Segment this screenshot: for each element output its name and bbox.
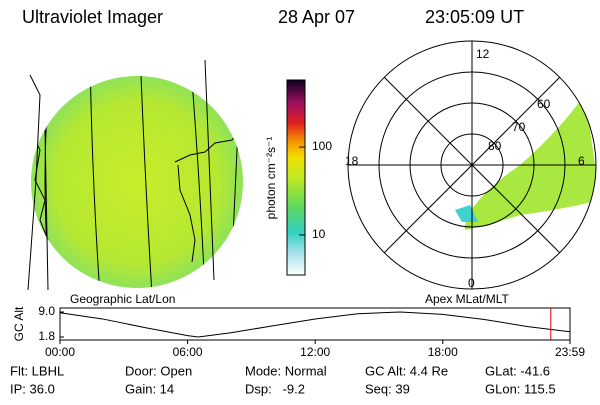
mlt-label: 6 — [578, 154, 585, 168]
y-tick-label: 1.8 — [38, 329, 55, 343]
x-tick-label: 18:00 — [428, 345, 458, 359]
lat-label: 60 — [537, 97, 551, 111]
colorbar-tick-label: 10 — [312, 227, 326, 241]
altitude-ylabel: GC Alt — [12, 306, 26, 341]
title: Ultraviolet Imager — [22, 7, 163, 27]
altitude-line — [59, 311, 571, 338]
status-field: GLat: -41.6 — [485, 363, 550, 378]
x-tick-label: 06:00 — [173, 345, 203, 359]
status-field: Seq: 39 — [365, 381, 410, 396]
status-field: Dsp: -9.2 — [245, 381, 305, 396]
x-tick-label: 00:00 — [45, 345, 75, 359]
date: 28 Apr 07 — [278, 7, 355, 27]
status-field: Flt: LBHL — [10, 363, 64, 378]
earth-image — [27, 59, 243, 291]
map-label: Geographic Lat/Lon — [70, 292, 175, 306]
lat-label: 80 — [488, 139, 502, 153]
colorbar — [286, 79, 306, 276]
status-field: GC Alt: 4.4 Re — [365, 363, 448, 378]
status-field: Mode: Normal — [245, 363, 327, 378]
time: 23:05:09 UT — [425, 7, 524, 27]
status-field: Gain: 14 — [125, 381, 174, 396]
polar-label: Apex MLat/MLT — [425, 292, 509, 306]
status-field: GLon: 115.5 — [485, 381, 556, 396]
mlt-label: 0 — [468, 276, 475, 290]
status-field: Door: Open — [125, 363, 192, 378]
colorbar-tick-label: 100 — [312, 139, 332, 153]
altitude-frame — [59, 307, 571, 341]
polar-plot — [347, 40, 597, 290]
mlt-label: 18 — [345, 154, 359, 168]
x-tick-label: 23:59 — [555, 345, 585, 359]
colorbar-label: photon cm⁻²s⁻¹ — [264, 137, 278, 220]
x-tick-label: 12:00 — [300, 345, 330, 359]
mlt-label: 12 — [476, 47, 490, 61]
y-tick-label: 9.0 — [38, 304, 55, 318]
lat-label: 70 — [512, 120, 526, 134]
status-field: IP: 36.0 — [10, 381, 55, 396]
